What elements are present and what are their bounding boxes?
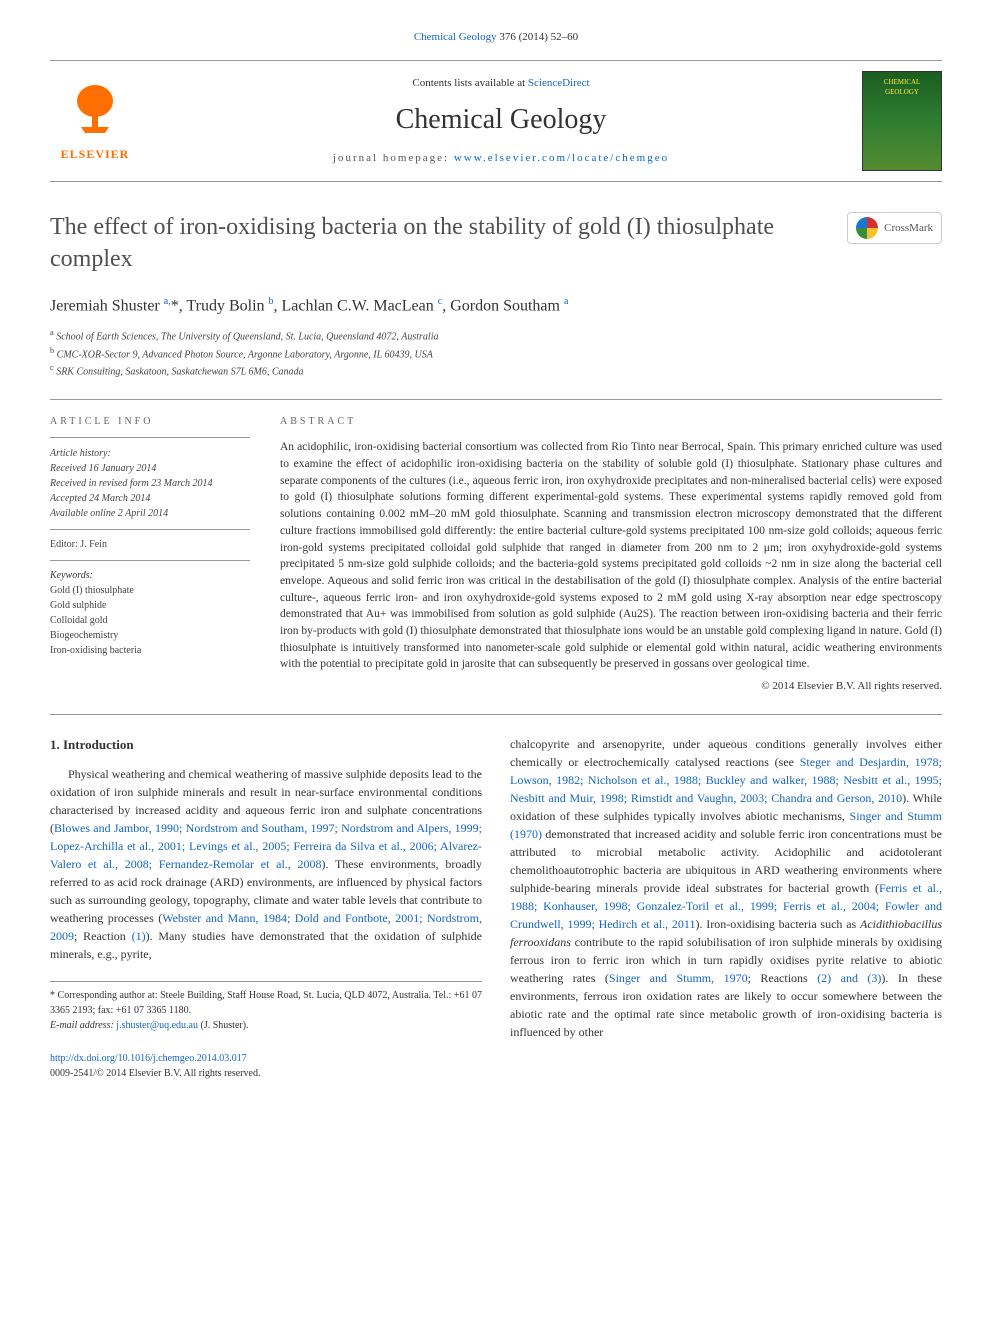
section-rule [50, 399, 942, 400]
section-rule-lower [50, 714, 942, 715]
sciencedirect-link[interactable]: ScienceDirect [528, 77, 590, 89]
masthead: ELSEVIER Contents lists available at Sci… [50, 60, 942, 182]
issn-copyright-line: 0009-2541/© 2014 Elsevier B.V. All right… [50, 1066, 482, 1081]
section-heading-intro: 1. Introduction [50, 735, 482, 755]
reaction-link[interactable]: (2) and (3) [817, 971, 881, 985]
top-citation-journal-link[interactable]: Chemical Geology [414, 31, 497, 43]
authors-line: Jeremiah Shuster a,*, Trudy Bolin b, Lac… [50, 295, 942, 318]
editor-line: Editor: J. Fein [50, 538, 250, 552]
affiliation-line: a School of Earth Sciences, The Universi… [50, 327, 942, 344]
abstract-block: abstract An acidophilic, iron-oxidising … [280, 415, 942, 694]
keywords-label: Keywords: [50, 569, 250, 583]
keyword: Gold sulphide [50, 598, 250, 613]
affiliation-line: b CMC-XOR-Sector 9, Advanced Photon Sour… [50, 345, 942, 362]
abstract-text: An acidophilic, iron-oxidising bacterial… [280, 439, 942, 672]
article-info-sidebar: article info Article history: Received 1… [50, 415, 250, 694]
doi-link[interactable]: http://dx.doi.org/10.1016/j.chemgeo.2014… [50, 1053, 247, 1064]
contents-prefix: Contents lists available at [412, 77, 527, 89]
doi-block: http://dx.doi.org/10.1016/j.chemgeo.2014… [50, 1051, 482, 1081]
affiliation-line: c SRK Consulting, Saskatoon, Saskatchewa… [50, 362, 942, 379]
intro-paragraph-cont: chalcopyrite and arsenopyrite, under aqu… [510, 735, 942, 1041]
journal-homepage-link[interactable]: www.elsevier.com/locate/chemgeo [454, 152, 669, 164]
history-item: Received 16 January 2014 [50, 461, 250, 476]
abstract-heading: abstract [280, 415, 942, 429]
column-left: 1. Introduction Physical weathering and … [50, 735, 482, 1081]
corresponding-author-footnote: * Corresponding author at: Steele Buildi… [50, 988, 482, 1018]
article-title: The effect of iron-oxidising bacteria on… [50, 212, 847, 274]
crossmark-label: CrossMark [884, 221, 933, 236]
abstract-copyright: © 2014 Elsevier B.V. All rights reserved… [280, 679, 942, 694]
cover-title-line1: CHEMICAL [884, 78, 921, 88]
affiliations: a School of Earth Sciences, The Universi… [50, 327, 942, 379]
keyword: Gold (I) thiosulphate [50, 583, 250, 598]
publisher-name: ELSEVIER [61, 146, 130, 163]
homepage-prefix: journal homepage: [333, 152, 454, 164]
body-columns: 1. Introduction Physical weathering and … [50, 735, 942, 1081]
crossmark-icon [856, 217, 878, 239]
top-citation-tail: 376 (2014) 52–60 [497, 31, 579, 43]
journal-cover-thumbnail: CHEMICAL GEOLOGY [862, 71, 942, 171]
column-right: chalcopyrite and arsenopyrite, under aqu… [510, 735, 942, 1081]
publisher-logo: ELSEVIER [50, 71, 140, 171]
masthead-center: Contents lists available at ScienceDirec… [140, 76, 862, 166]
top-citation: Chemical Geology 376 (2014) 52–60 [50, 30, 942, 45]
cover-title-line2: GEOLOGY [885, 88, 919, 98]
reaction-link[interactable]: (1) [132, 929, 146, 943]
intro-paragraph: Physical weathering and chemical weather… [50, 765, 482, 963]
keyword: Biogeochemistry [50, 628, 250, 643]
history-item: Available online 2 April 2014 [50, 506, 250, 521]
ref-link[interactable]: Singer and Stumm, 1970 [609, 971, 748, 985]
history-label: Article history: [50, 446, 250, 461]
history-item: Accepted 24 March 2014 [50, 491, 250, 506]
email-tail: (J. Shuster). [198, 1020, 249, 1031]
history-item: Received in revised form 23 March 2014 [50, 476, 250, 491]
footnote-block: * Corresponding author at: Steele Buildi… [50, 981, 482, 1033]
keyword: Colloidal gold [50, 613, 250, 628]
elsevier-tree-icon [65, 79, 125, 146]
keyword: Iron-oxidising bacteria [50, 643, 250, 658]
email-label: E-mail address: [50, 1020, 116, 1031]
crossmark-badge[interactable]: CrossMark [847, 212, 942, 244]
article-info-heading: article info [50, 415, 250, 429]
journal-name: Chemical Geology [140, 100, 862, 139]
email-link[interactable]: j.shuster@uq.edu.au [116, 1020, 198, 1031]
